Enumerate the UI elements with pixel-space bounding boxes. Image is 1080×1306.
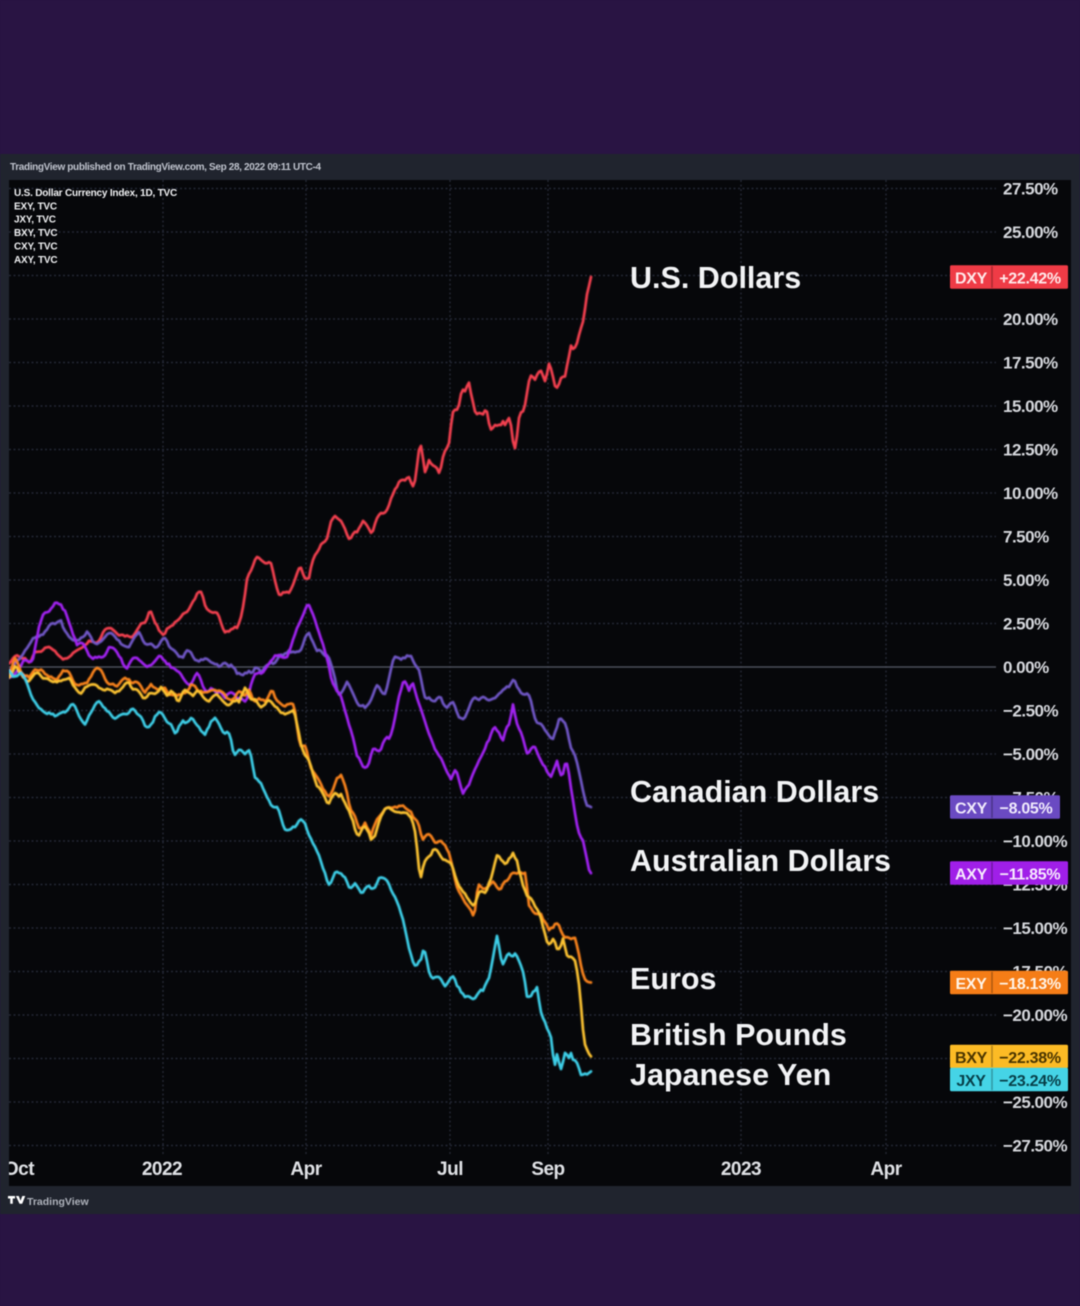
svg-text:10.00%: 10.00%: [1003, 484, 1058, 503]
svg-text:15.00%: 15.00%: [1003, 397, 1058, 416]
svg-text:AXY: AXY: [955, 867, 988, 884]
svg-text:Apr: Apr: [290, 1159, 322, 1180]
svg-text:−18.13%: −18.13%: [999, 976, 1061, 993]
svg-text:27.50%: 27.50%: [1003, 180, 1058, 199]
svg-text:−23.24%: −23.24%: [999, 1073, 1061, 1090]
svg-text:JXY: JXY: [956, 1073, 986, 1090]
svg-text:CXY: CXY: [955, 801, 988, 818]
svg-text:Canadian Dollars: Canadian Dollars: [630, 775, 879, 809]
svg-text:CXY, TVC: CXY, TVC: [14, 241, 57, 252]
svg-text:2.50%: 2.50%: [1003, 615, 1049, 634]
svg-text:−22.38%: −22.38%: [999, 1050, 1061, 1067]
svg-text:Oct: Oct: [4, 1159, 35, 1180]
svg-text:2023: 2023: [721, 1159, 761, 1180]
svg-text:−2.50%: −2.50%: [1003, 702, 1059, 721]
svg-text:−8.05%: −8.05%: [1000, 801, 1053, 818]
svg-text:Jul: Jul: [437, 1159, 463, 1180]
svg-text:25.00%: 25.00%: [1003, 223, 1058, 242]
svg-text:Apr: Apr: [870, 1159, 902, 1180]
svg-text:20.00%: 20.00%: [1003, 310, 1058, 329]
svg-text:U.S. Dollars: U.S. Dollars: [630, 261, 801, 295]
svg-text:7.50%: 7.50%: [1003, 528, 1049, 547]
svg-text:0.00%: 0.00%: [1003, 658, 1049, 677]
svg-text:EXY, TVC: EXY, TVC: [14, 201, 57, 212]
svg-text:17.50%: 17.50%: [1003, 354, 1058, 373]
svg-text:Japanese Yen: Japanese Yen: [630, 1058, 831, 1092]
svg-text:JXY, TVC: JXY, TVC: [14, 215, 56, 226]
svg-text:Euros: Euros: [630, 962, 716, 996]
svg-text:12.50%: 12.50%: [1003, 441, 1058, 460]
svg-text:BXY, TVC: BXY, TVC: [14, 228, 57, 239]
svg-text:BXY: BXY: [955, 1050, 988, 1067]
svg-text:−11.85%: −11.85%: [1000, 867, 1061, 884]
svg-text:−25.00%: −25.00%: [1003, 1093, 1067, 1112]
svg-text:−5.00%: −5.00%: [1003, 745, 1059, 764]
svg-text:+22.42%: +22.42%: [999, 271, 1061, 288]
svg-text:EXY: EXY: [955, 976, 987, 993]
svg-text:−10.00%: −10.00%: [1003, 832, 1067, 851]
svg-text:−15.00%: −15.00%: [1003, 919, 1067, 938]
svg-text:Australian Dollars: Australian Dollars: [630, 844, 891, 878]
svg-text:DXY: DXY: [955, 271, 988, 288]
svg-text:5.00%: 5.00%: [1003, 571, 1049, 590]
svg-text:2022: 2022: [142, 1159, 182, 1180]
svg-text:Sep: Sep: [531, 1159, 564, 1180]
svg-text:AXY, TVC: AXY, TVC: [14, 255, 57, 266]
svg-text:U.S. Dollar Currency Index, 1D: U.S. Dollar Currency Index, 1D, TVC: [14, 188, 177, 199]
svg-text:TradingView: TradingView: [27, 1196, 89, 1208]
svg-text:−27.50%: −27.50%: [1003, 1137, 1067, 1156]
svg-text:British Pounds: British Pounds: [630, 1018, 847, 1052]
svg-text:−20.00%: −20.00%: [1003, 1006, 1067, 1025]
svg-text:TradingView published on Tradi: TradingView published on TradingView.com…: [10, 162, 321, 173]
